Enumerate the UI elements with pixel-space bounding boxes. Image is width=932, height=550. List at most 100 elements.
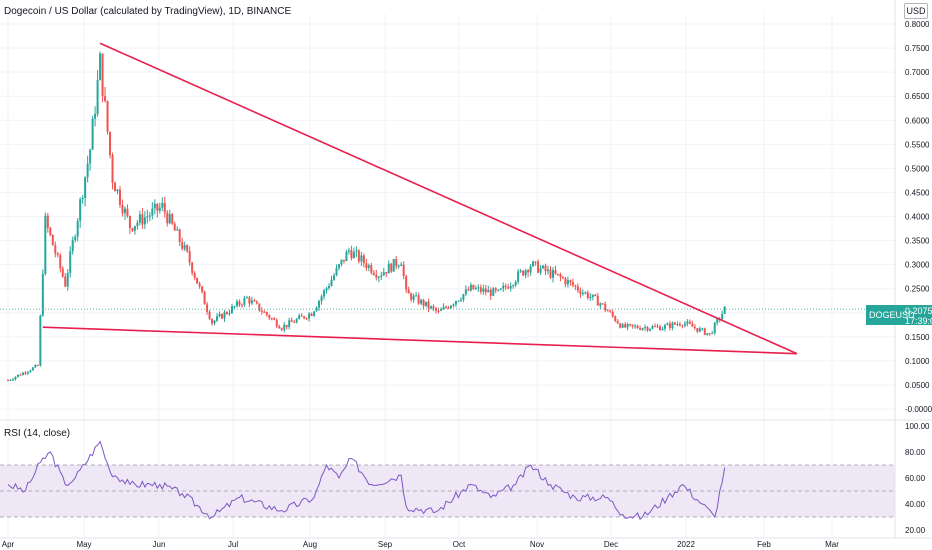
trendline (99, 42, 798, 355)
price-tick-label: 0.0500 (905, 381, 930, 390)
candle-body (39, 315, 42, 366)
candle-body (128, 216, 131, 229)
candle-body (235, 301, 238, 307)
candle-body (564, 278, 567, 285)
currency-button[interactable]: USD (904, 3, 928, 19)
time-axis[interactable]: Apr May Jun Jul Aug Sep Oct Nov Dec 2022 Feb Mar (2, 540, 839, 549)
candle-body (29, 370, 32, 372)
candle-body (89, 149, 92, 164)
candle-body (415, 295, 418, 297)
candle-body (66, 272, 69, 287)
candle-body (698, 328, 701, 332)
candle-body (646, 327, 649, 331)
candle-body (136, 222, 139, 227)
candle-body (64, 276, 67, 287)
candle-body (352, 251, 355, 259)
candle-body (273, 318, 276, 320)
candle-body (556, 273, 559, 275)
candle-body (701, 328, 704, 330)
candle-body (484, 288, 487, 293)
candle-body (392, 259, 395, 272)
candle-body (101, 53, 104, 97)
candle-body (94, 113, 97, 119)
candle-body (305, 318, 308, 320)
candle-body (188, 251, 191, 263)
candle-body (482, 288, 485, 292)
candle-body (310, 313, 313, 316)
candle-body (9, 379, 12, 381)
candle-body (442, 306, 445, 310)
candle-body (619, 323, 622, 328)
candle-body (36, 365, 39, 367)
candle-body (449, 305, 452, 309)
candle-body (629, 324, 632, 326)
candle-body (46, 215, 49, 228)
candle-body (104, 96, 107, 101)
candle-body (44, 215, 47, 275)
candle-body (223, 312, 226, 319)
candle-body (390, 263, 393, 272)
candle-body (41, 274, 44, 316)
candle-body (196, 277, 199, 284)
time-tick-label: Apr (2, 540, 15, 549)
rsi-indicator-label[interactable]: RSI (14, close) (4, 428, 71, 439)
price-tick-label: 0.7000 (905, 68, 930, 77)
time-tick-label: Mar (825, 540, 839, 549)
price-axis[interactable]: 0.8000 0.7500 0.7000 0.6500 0.6000 0.5500 0.50… (905, 20, 932, 414)
candle-body (576, 286, 579, 291)
candle-body (691, 323, 694, 327)
candle-body (591, 294, 594, 297)
candle-body (432, 306, 435, 309)
candle-body (422, 299, 425, 306)
candle-body (173, 223, 176, 231)
candle-body (663, 325, 666, 329)
candle-body (141, 214, 144, 225)
candle-body (54, 245, 57, 254)
candle-body (240, 304, 243, 306)
candle-body (293, 321, 296, 323)
candle-body (678, 324, 681, 326)
price-tick-label: 0.4000 (905, 213, 930, 222)
time-tick-label: Sep (378, 540, 393, 549)
candle-body (171, 214, 174, 224)
candle-body (624, 324, 627, 328)
candle-body (444, 306, 447, 308)
candle-body (270, 318, 273, 320)
candle-body (400, 264, 403, 266)
trendline (42, 326, 797, 355)
candle-body (547, 269, 550, 272)
candle-body (385, 272, 388, 274)
candle-body (268, 315, 271, 319)
rsi-tick-label: 40.00 (905, 500, 926, 509)
candle-body (559, 274, 562, 278)
time-tick-label: May (76, 540, 91, 549)
candle-body (218, 314, 221, 317)
candle-body (507, 287, 510, 289)
candle-body (193, 273, 196, 278)
candle-body (666, 323, 669, 326)
candle-body (440, 309, 443, 311)
candle-body (14, 376, 17, 380)
candle-body (288, 320, 291, 327)
candle-body (228, 312, 231, 314)
candle-body (427, 301, 430, 309)
price-tag-value: 0.2075 (905, 306, 932, 316)
candle-body (435, 308, 438, 311)
candle-body (221, 314, 224, 319)
candle-body (360, 255, 363, 262)
candle-body (447, 307, 450, 309)
candle-body (474, 288, 477, 290)
candle-body (420, 299, 423, 304)
candle-body (278, 326, 281, 329)
candle-body (387, 263, 390, 274)
candle-body (116, 189, 119, 192)
candle-body (382, 272, 385, 276)
candle-body (216, 316, 219, 321)
candle-body (377, 276, 380, 278)
candle-body (126, 208, 129, 217)
price-tick-label: 0.6500 (905, 92, 930, 101)
rsi-axis[interactable]: 100.00 80.00 60.00 40.00 20.00 (905, 422, 930, 535)
candle-body (198, 283, 201, 287)
candle-body (166, 212, 169, 224)
